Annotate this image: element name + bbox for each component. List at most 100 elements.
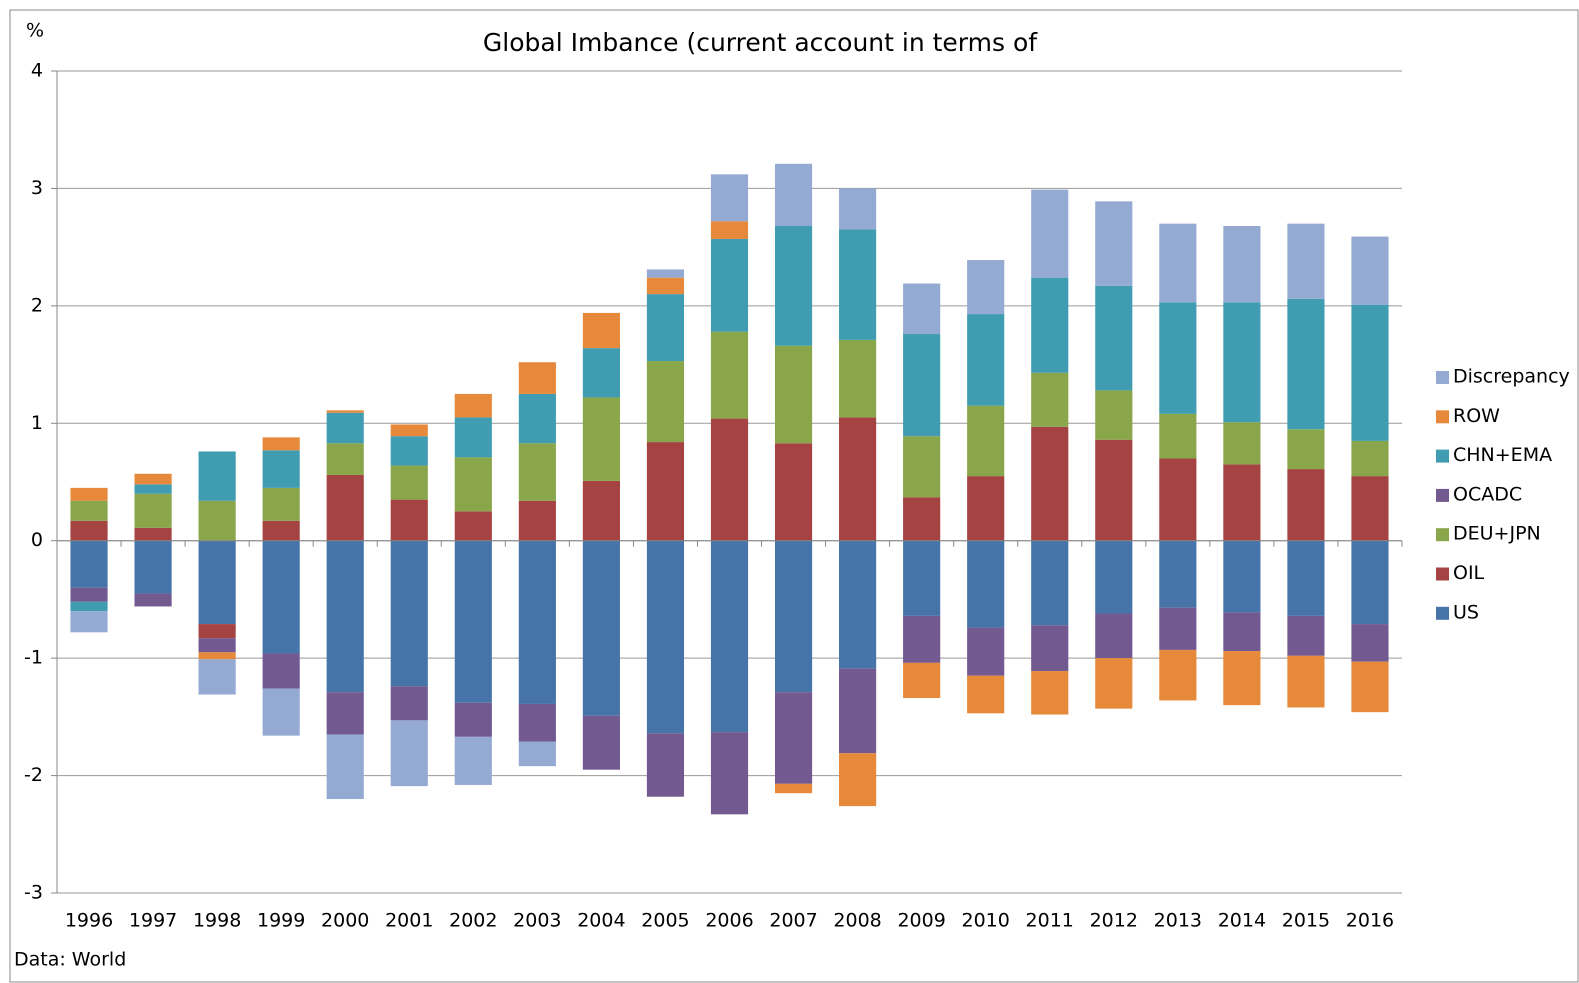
bar-segment	[710, 418, 749, 541]
bar-segment	[454, 736, 492, 785]
bar-segment	[326, 540, 364, 693]
bar-segment	[70, 587, 108, 602]
bar-segment	[134, 484, 172, 494]
x-tick-label: 2011	[1026, 910, 1074, 932]
x-tick-label: 2012	[1090, 910, 1138, 932]
bar-segment	[454, 511, 492, 541]
bar-segment	[1287, 469, 1325, 541]
source-note: Data: World	[14, 949, 126, 971]
legend-swatch	[1436, 488, 1449, 502]
bar-segment	[967, 627, 1005, 676]
bar-segment	[70, 601, 108, 612]
bar-segment	[390, 465, 428, 500]
bar-segment	[582, 540, 620, 716]
bar-segment	[774, 345, 813, 444]
bar-segment	[390, 436, 428, 466]
bar-segment	[582, 715, 620, 770]
bar-segment	[134, 473, 172, 485]
legend-swatch	[1436, 567, 1449, 581]
bar-segment	[1159, 540, 1197, 608]
bar-segment	[1031, 671, 1069, 715]
x-tick-label: 2014	[1218, 910, 1266, 932]
y-tick-label: -3	[24, 882, 43, 904]
bar-segment	[454, 393, 492, 418]
bar-segment	[646, 361, 685, 443]
bar-segment	[646, 269, 685, 278]
legend-swatch	[1436, 606, 1449, 620]
y-tick-label: 2	[31, 294, 43, 316]
y-unit: %	[26, 20, 44, 42]
bar-segment	[1159, 649, 1197, 701]
bar-segment	[198, 500, 236, 541]
bar-segment	[1159, 607, 1197, 650]
bar-segment	[1031, 625, 1069, 672]
bar-segment	[710, 331, 749, 419]
x-tick-label: 2000	[321, 910, 369, 932]
bar-segment	[262, 487, 300, 521]
bar-segment	[1095, 390, 1133, 440]
bar-segment	[710, 540, 749, 733]
legend-swatch	[1436, 449, 1449, 463]
bar-segment	[903, 662, 941, 699]
y-tick-label: 4	[31, 60, 43, 82]
bar-segment	[1351, 440, 1389, 477]
bar-segment	[967, 314, 1005, 406]
bar-segment	[582, 480, 620, 541]
legend-label: US	[1453, 601, 1479, 623]
bar-segment	[774, 443, 813, 541]
bar-segment	[326, 692, 364, 735]
bar-segment	[1095, 285, 1133, 391]
bar-segment	[518, 741, 556, 767]
x-tick-label: 2004	[577, 910, 625, 932]
bar-segment	[903, 540, 941, 616]
bar-segment	[518, 443, 556, 501]
bar-segment	[1223, 302, 1261, 423]
y-tick-label: -2	[24, 764, 43, 786]
bar-segment	[198, 451, 236, 501]
bar-segment	[1287, 298, 1325, 430]
legend-label: OCADC	[1453, 483, 1522, 505]
bar-segment	[903, 334, 941, 437]
bar-segment	[903, 497, 941, 541]
y-tick-label: 0	[31, 529, 43, 551]
bar-segment	[390, 720, 428, 787]
bar-segment	[454, 702, 492, 737]
bar-segment	[582, 348, 620, 398]
bar-segment	[70, 611, 108, 633]
bar-segment	[518, 703, 556, 742]
bar-segment	[326, 412, 364, 444]
bar-segment	[1287, 429, 1325, 470]
bar-segment	[839, 540, 877, 669]
x-tick-label: 2010	[962, 910, 1010, 932]
legend-label: DEU+JPN	[1453, 523, 1541, 545]
bar-segment	[134, 540, 172, 594]
y-tick-label: 1	[31, 412, 43, 434]
bar-segment	[1223, 226, 1261, 303]
bar-segment	[1031, 189, 1069, 278]
bar-segment	[1287, 615, 1325, 656]
bar-segment	[1095, 613, 1133, 659]
x-tick-label: 2015	[1282, 910, 1330, 932]
bar-segment	[390, 686, 428, 721]
bar-segment	[1351, 304, 1389, 441]
bar-segment	[518, 393, 556, 444]
bar-segment	[1031, 372, 1069, 427]
y-tick-label: -1	[24, 647, 43, 669]
bar-segment	[262, 653, 300, 689]
legend-label: OIL	[1453, 562, 1485, 584]
chart-frame	[9, 9, 1579, 983]
x-tick-label: 1997	[129, 910, 177, 932]
bar-segment	[710, 174, 749, 222]
x-tick-label: 1996	[65, 910, 113, 932]
bar-segment	[1095, 540, 1133, 614]
bar-segment	[262, 520, 300, 541]
bar-segment	[1095, 439, 1133, 541]
bar-segment	[774, 540, 813, 693]
bar-segment	[326, 410, 364, 413]
bar-segment	[646, 442, 685, 541]
bar-segment	[198, 540, 236, 625]
bar-segment	[1031, 540, 1069, 626]
bar-segment	[646, 277, 685, 295]
bar-segment	[1351, 236, 1389, 305]
bar-segment	[262, 540, 300, 654]
